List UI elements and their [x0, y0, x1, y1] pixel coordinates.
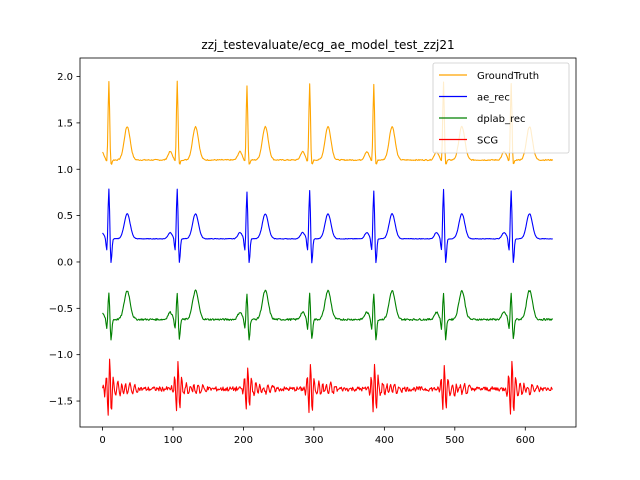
series-line-ae-rec: [102, 188, 553, 264]
series-line-groundtruth: [102, 80, 554, 165]
y-tick-label: −1.5: [49, 397, 73, 408]
y-tick-label: 1.5: [57, 118, 73, 129]
x-tick-label: 100: [163, 435, 182, 446]
y-tick-label: 0.5: [57, 211, 73, 222]
y-tick-label: 2.0: [57, 72, 73, 83]
legend-label: SCG: [477, 135, 498, 146]
legend-label: dplab_rec: [477, 114, 526, 125]
y-tick-label: −0.5: [49, 304, 73, 315]
legend-label: GroundTruth: [477, 71, 539, 82]
x-tick-label: 0: [99, 435, 105, 446]
y-tick-label: −1.0: [49, 350, 73, 361]
x-tick-label: 400: [375, 435, 394, 446]
legend: GroundTruth ae_rec dplab_rec SCG: [432, 62, 570, 154]
x-tick-label: 600: [516, 435, 535, 446]
legend-label: ae_rec: [477, 92, 510, 103]
series-line-scg: [102, 358, 553, 416]
axes: 0 100 200 300 400 500 600 −1.5 −1.0 −0.5 0.0 0.5 1.0…: [49, 57, 577, 446]
y-tick-label: 0.0: [57, 257, 73, 268]
x-tick-label: 300: [304, 435, 323, 446]
legend-box: [432, 62, 570, 154]
axes-frame: [79, 57, 577, 428]
x-tick-label: 200: [234, 435, 253, 446]
plot-lines: [102, 80, 554, 416]
chart-title: zzj_testevaluate/ecg_ae_model_test_zzj21: [201, 38, 454, 52]
series-line-dplab-rec: [102, 289, 554, 341]
y-tick-label: 1.0: [57, 165, 73, 176]
x-tick-label: 500: [445, 435, 464, 446]
